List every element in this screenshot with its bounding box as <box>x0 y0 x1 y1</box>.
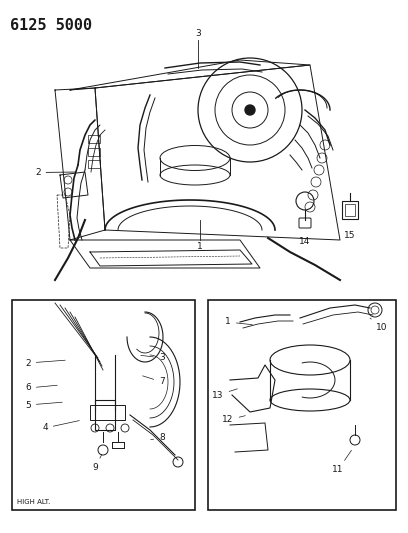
Text: 8: 8 <box>151 433 165 442</box>
Bar <box>12 300 195 510</box>
Text: 3: 3 <box>195 29 201 38</box>
Text: 3: 3 <box>141 353 165 362</box>
Bar <box>342 201 358 219</box>
Bar <box>345 204 355 216</box>
Bar <box>95 400 115 430</box>
Text: 9: 9 <box>92 455 102 472</box>
Text: 11: 11 <box>332 450 351 474</box>
Text: 2: 2 <box>35 168 75 177</box>
Text: 1: 1 <box>197 242 203 251</box>
Text: 4: 4 <box>42 421 79 432</box>
Bar <box>90 405 125 420</box>
Text: 14: 14 <box>299 237 310 246</box>
Text: 7: 7 <box>143 376 165 386</box>
Bar <box>208 300 396 510</box>
Text: 6125 5000: 6125 5000 <box>10 18 92 33</box>
Bar <box>88 148 100 156</box>
Bar <box>88 160 100 168</box>
Text: HIGH ALT.: HIGH ALT. <box>17 499 50 505</box>
Text: 1: 1 <box>225 318 252 327</box>
Text: 13: 13 <box>212 389 237 400</box>
Circle shape <box>245 105 255 115</box>
Text: 6: 6 <box>25 384 57 392</box>
Text: 15: 15 <box>344 231 356 240</box>
Text: 10: 10 <box>370 318 388 333</box>
Text: 2: 2 <box>25 359 65 367</box>
Text: 5: 5 <box>25 400 62 409</box>
Text: 12: 12 <box>222 416 245 424</box>
Bar <box>88 135 100 143</box>
